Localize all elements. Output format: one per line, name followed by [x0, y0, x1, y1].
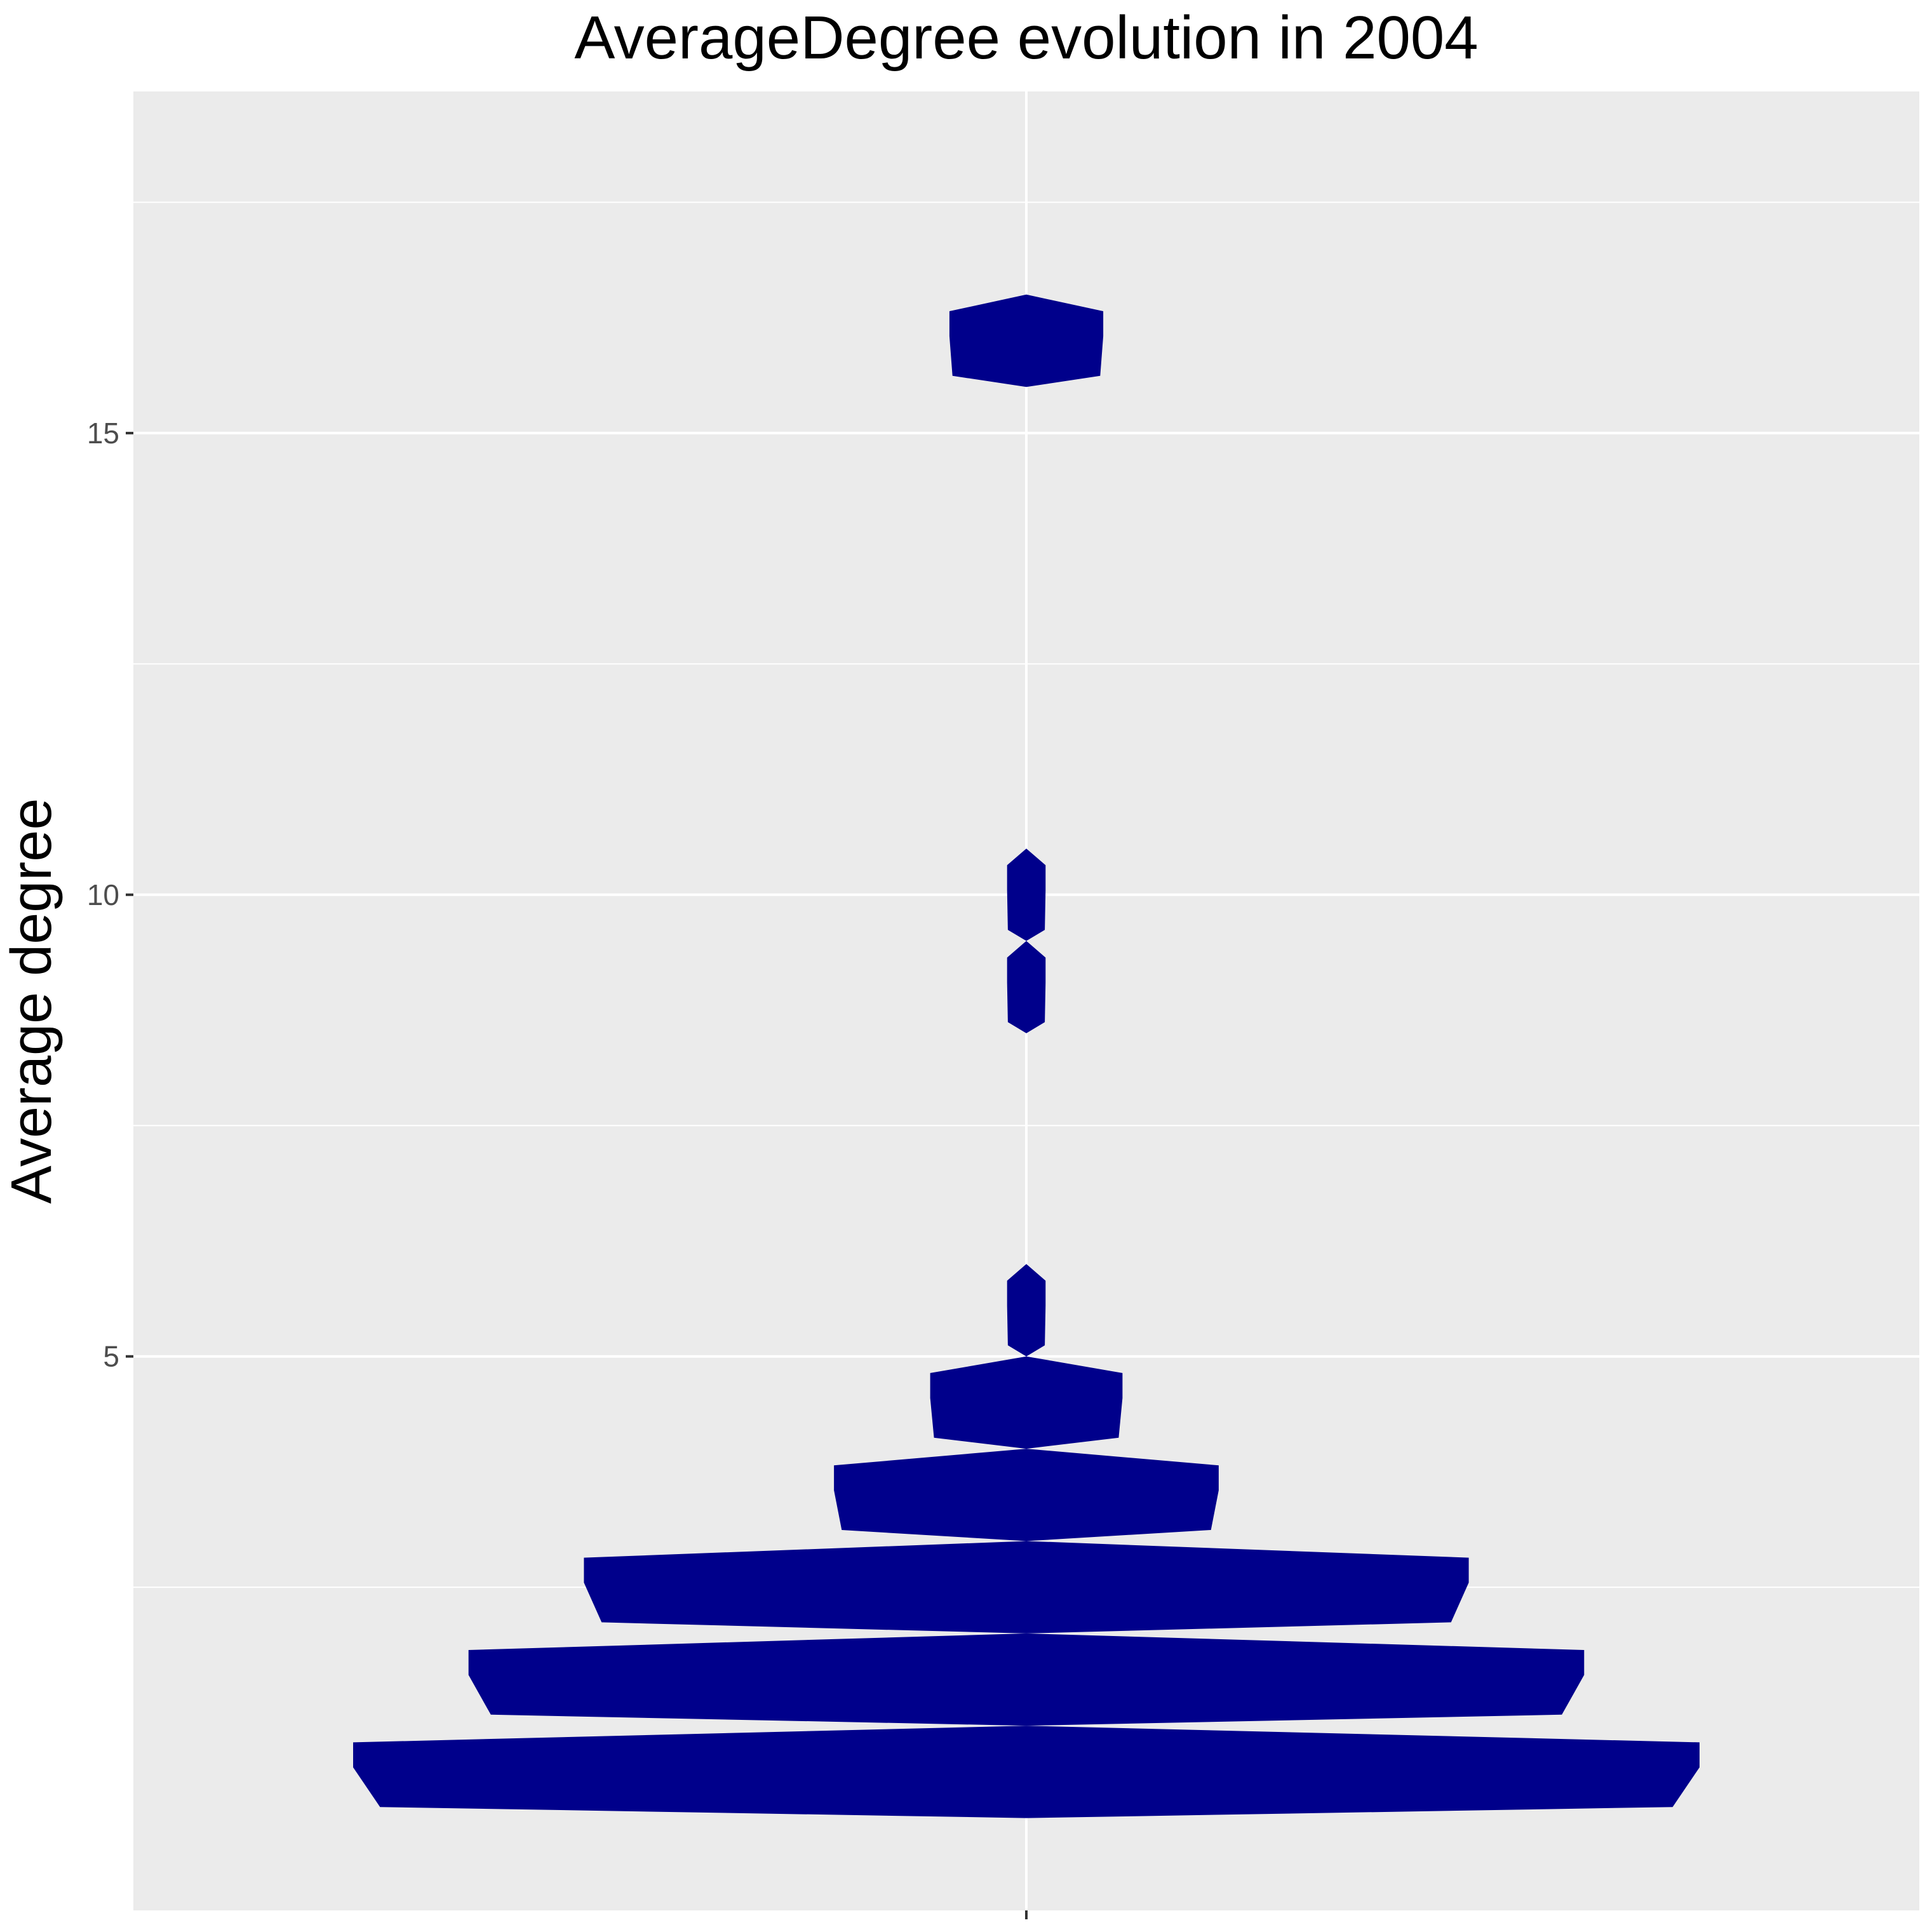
violin-segment: [1007, 849, 1046, 941]
violin-segment: [1007, 1264, 1046, 1357]
violin-segment: [468, 1633, 1585, 1726]
violin-segment: [949, 294, 1104, 387]
y-tick-label: 5: [103, 1340, 119, 1373]
y-axis-label: Average degree: [0, 798, 64, 1204]
violin-segment: [584, 1541, 1469, 1633]
y-axis: 5 10 15: [87, 417, 133, 1373]
violin-layer: [353, 294, 1700, 1818]
violin-segment: [834, 1449, 1219, 1541]
chart-title: AverageDegree evolution in 2004: [574, 4, 1478, 72]
y-tick-label: 15: [87, 417, 119, 450]
violin-segment: [930, 1356, 1123, 1449]
violin-segment: [1007, 941, 1046, 1033]
violin-segment: [353, 1726, 1700, 1818]
y-tick-label: 10: [87, 878, 119, 911]
